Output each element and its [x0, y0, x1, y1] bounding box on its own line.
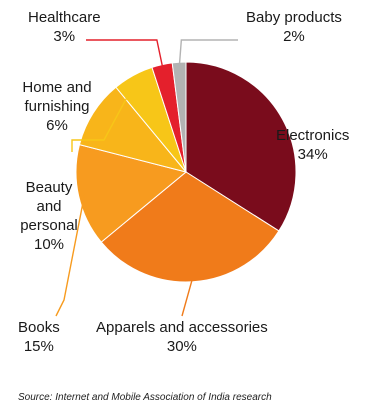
label-baby-products-value: 2% — [283, 28, 305, 45]
chart-source-note: Source: Internet and Mobile Association … — [18, 392, 272, 403]
pie-slice-electronics — [185, 61, 297, 232]
label-apparels-and-accessories: Apparels and accessories 30% — [96, 318, 268, 356]
label-apparels-and-accessories-value: 30% — [166, 338, 197, 355]
label-baby-products: Baby products 2% — [246, 8, 342, 46]
label-books-name: Books — [18, 319, 60, 336]
leader-line-books — [55, 194, 86, 317]
label-apparels-and-accessories-name: Apparels and accessories — [96, 319, 268, 336]
label-healthcare-name: Healthcare — [28, 9, 101, 26]
label-beauty-and-personal-name: Beauty and personal — [20, 179, 78, 234]
pie-slice-books — [75, 144, 188, 243]
leader-line-home-and-furnishing — [71, 80, 137, 152]
leader-line-healthcare — [86, 39, 164, 69]
label-healthcare: Healthcare 3% — [28, 8, 101, 46]
label-books: Books 15% — [18, 318, 60, 356]
label-electronics: Electronics 34% — [276, 126, 349, 164]
label-books-value: 15% — [23, 338, 54, 355]
label-beauty-and-personal: Beauty and personal 10% — [18, 178, 80, 254]
label-home-and-furnishing: Home and furnishing 6% — [14, 78, 100, 135]
label-healthcare-value: 3% — [53, 28, 76, 45]
label-baby-products-name: Baby products — [246, 9, 342, 26]
label-electronics-value: 34% — [297, 146, 328, 163]
label-home-and-furnishing-name: Home and furnishing — [22, 79, 92, 115]
leader-line-baby-products — [178, 39, 238, 67]
pie-slice-apparels-and-accessories — [100, 171, 280, 283]
leader-line-apparels-and-accessories — [181, 277, 194, 317]
label-beauty-and-personal-value: 10% — [33, 236, 65, 253]
label-home-and-furnishing-value: 6% — [46, 117, 68, 134]
label-electronics-name: Electronics — [276, 127, 350, 144]
